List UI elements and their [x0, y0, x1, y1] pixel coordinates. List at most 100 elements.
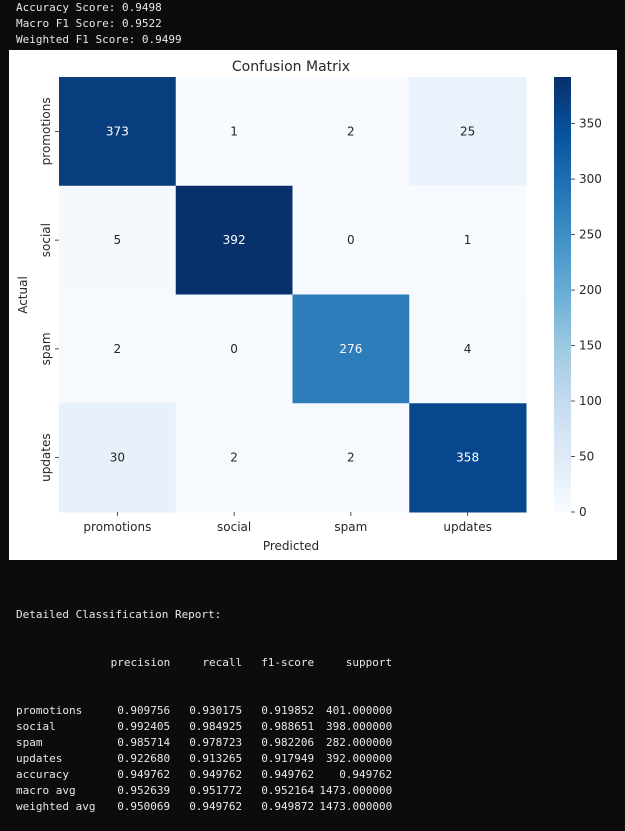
colorbar-tick-label: 250: [579, 228, 602, 242]
report-row-label: weighted avg: [16, 800, 96, 813]
report-body: promotions 0.909756 0.930175 0.919852 401.00…: [16, 703, 392, 815]
x-tick-label: social: [217, 520, 251, 534]
heatmap-cell-value: 2: [347, 451, 355, 465]
report-cell: 0.919852: [261, 704, 315, 717]
report-cell: 1473.000000: [319, 800, 393, 813]
report-row: accuracy 0.949762 0.949762 0.949762 0.949762: [16, 767, 392, 783]
report-cell: 401.000000: [326, 704, 393, 717]
heatmap-cell: [409, 403, 527, 513]
report-row-label: accuracy: [16, 768, 69, 781]
report-column-header: recall: [202, 656, 243, 669]
report-cell: 0.949762: [189, 768, 243, 781]
y-axis-label: Actual: [16, 276, 30, 314]
colorbar-tick-label: 300: [579, 172, 602, 186]
x-axis-label: Predicted: [263, 539, 319, 553]
heatmap-cell-value: 0: [230, 342, 238, 356]
heatmap-cell: [409, 77, 527, 187]
colorbar-tick-label: 200: [579, 283, 602, 297]
report-cell: 0.982206: [261, 736, 315, 749]
report-cell: 282.000000: [326, 736, 393, 749]
report-row-label: spam: [16, 736, 43, 749]
heatmap-cell: [175, 77, 293, 187]
heatmap-cell: [292, 403, 410, 513]
y-tick-label: social: [39, 223, 53, 257]
heatmap-cell: [59, 403, 177, 513]
report-cell: 0.978723: [189, 736, 243, 749]
report-row: updates 0.922680 0.913265 0.917949 392.00000…: [16, 751, 392, 767]
colorbar-tick-label: 0: [579, 505, 587, 519]
report-cell: 0.949872: [261, 800, 315, 813]
report-row: weighted avg 0.950069 0.949762 0.949872 1473…: [16, 799, 392, 815]
colorbar-tick-label: 150: [579, 339, 602, 353]
heatmap-cell: [59, 294, 177, 404]
heatmap-cell-value: 1: [230, 124, 238, 138]
colorbar: [554, 77, 571, 512]
report-cell: 0.992405: [117, 720, 171, 733]
weighted-f1-score-line: Weighted F1 Score: 0.9499: [16, 33, 182, 46]
x-tick-label: promotions: [83, 520, 151, 534]
report-row-label: social: [16, 720, 56, 733]
heatmap-cell: [175, 294, 293, 404]
heatmap-cell-value: 30: [110, 451, 125, 465]
heatmap-cell: [409, 294, 527, 404]
heatmap-cell: [409, 185, 527, 295]
colorbar-ticks: 0 50 100 150 200 250 300 350: [571, 117, 602, 519]
heatmap-cell: [59, 185, 177, 295]
heatmap-cells: 373 1 2 25 5 392 0 1 2 0 276 4 30 2 2 358: [59, 77, 527, 513]
report-cell: 0.949762: [261, 768, 315, 781]
report-row: spam 0.985714 0.978723 0.982206 282.000000: [16, 735, 392, 751]
y-tick-labels: promotions social spam updates: [39, 97, 59, 482]
report-row: promotions 0.909756 0.930175 0.919852 401.00…: [16, 703, 392, 719]
heatmap-cell: [292, 185, 410, 295]
heatmap-cell-value: 5: [114, 233, 122, 247]
heatmap-cell-value: 392: [223, 233, 246, 247]
report-column-header: precision: [110, 656, 171, 669]
heatmap-cell-value: 373: [106, 124, 129, 138]
report-cell: 0.952639: [117, 784, 171, 797]
heatmap-cell: [292, 294, 410, 404]
report-cell: 0.984925: [189, 720, 243, 733]
report-row: macro avg 0.952639 0.951772 0.952164 1473.00…: [16, 783, 392, 799]
report-cell: 0.950069: [117, 800, 171, 813]
chart-title: Confusion Matrix: [232, 59, 350, 75]
report-cell: 0.909756: [117, 704, 171, 717]
colorbar-tick-label: 350: [579, 117, 602, 131]
accuracy-score-line: Accuracy Score: 0.9498: [16, 1, 162, 14]
heatmap-cell-value: 4: [464, 342, 472, 356]
heatmap-cell: [175, 403, 293, 513]
y-tick-label: promotions: [39, 97, 53, 165]
report-row: social 0.992405 0.984925 0.988651 398.000000: [16, 719, 392, 735]
report-row-label: macro avg: [16, 784, 76, 797]
confusion-matrix-chart: Confusion Matrix Predicted Actual 373 1 2 2…: [16, 59, 602, 553]
report-cell: 0.917949: [261, 752, 315, 765]
heatmap-cell-value: 0: [347, 233, 355, 247]
heatmap-cell-value: 25: [460, 124, 475, 138]
report-cell: 0.913265: [189, 752, 243, 765]
macro-f1-score-line: Macro F1 Score: 0.9522: [16, 17, 162, 30]
heatmap-cell: [292, 77, 410, 187]
report-column-header: support: [345, 656, 393, 669]
classification-report: Detailed Classification Report: precisio…: [16, 575, 393, 831]
y-tick-label: spam: [39, 332, 53, 365]
confusion-matrix-figure: Confusion Matrix Predicted Actual 373 1 2 2…: [9, 50, 617, 560]
x-tick-labels: promotions social spam updates: [83, 512, 492, 534]
report-cell: 0.949762: [117, 768, 171, 781]
report-cell: 0.949762: [339, 768, 393, 781]
report-cell: 1473.000000: [319, 784, 393, 797]
report-cell: 0.985714: [117, 736, 171, 749]
heatmap-cell-value: 358: [456, 451, 479, 465]
colorbar-tick-label: 100: [579, 394, 602, 408]
report-header-row: precision recall f1-score support: [16, 655, 393, 671]
report-title: Detailed Classification Report:: [16, 608, 222, 621]
y-tick-label: updates: [39, 433, 53, 482]
x-tick-label: spam: [334, 520, 367, 534]
report-cell: 0.930175: [189, 704, 243, 717]
colorbar-tick-label: 50: [579, 450, 594, 464]
heatmap-cell: [59, 77, 177, 187]
report-row-label: updates: [16, 752, 63, 765]
report-cell: 0.949762: [189, 800, 243, 813]
heatmap-cell-value: 276: [339, 342, 362, 356]
report-cell: 398.000000: [326, 720, 393, 733]
heatmap-cell-value: 2: [347, 124, 355, 138]
report-cell: 0.988651: [261, 720, 315, 733]
